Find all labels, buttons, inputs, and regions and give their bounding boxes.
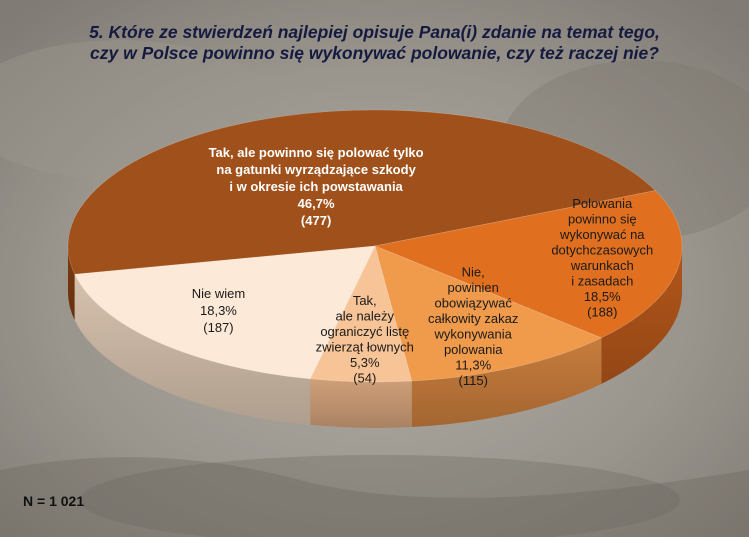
pie-tops: [67, 109, 683, 383]
pie-slice-3: [309, 245, 413, 383]
pie-labels: Tak, ale powinno się polować tylko na gat…: [192, 145, 654, 388]
pie-side-shade-0: [68, 246, 75, 321]
slice-count-0-4: (477): [301, 213, 331, 228]
slice-label-line-2-5: polowania: [444, 342, 503, 357]
chart-title-line-2: czy w Polsce powinno się wykonywać polow…: [90, 43, 659, 63]
slice-label-line-1-1: powinno się: [568, 212, 637, 227]
slice-label-4: Nie wiem 18,3% (187): [192, 286, 245, 335]
slice-label-line-1-2: wykonywać na: [559, 227, 645, 242]
pie-side-shade-1: [601, 246, 682, 384]
slice-count-3-5: (54): [353, 371, 376, 386]
slice-count-2-7: (115): [459, 373, 488, 388]
slice-count-1-7: (188): [587, 305, 617, 320]
slice-label-0: Tak, ale powinno się polować tylko na gat…: [209, 145, 424, 228]
slice-label-line-1-0: Polowania: [572, 196, 633, 211]
pie-slice-2: [374, 245, 603, 382]
slice-percent-1-6: 18,5%: [584, 289, 621, 304]
slice-percent-0-3: 46,7%: [298, 196, 335, 211]
slice-label-line-3-1: ale należy: [335, 309, 394, 324]
slice-percent-2-6: 11,3%: [455, 357, 491, 372]
slice-label-line-3-3: zwierząt łownych: [316, 340, 414, 355]
slice-label-line-2-0: Nie,: [462, 264, 485, 279]
slice-label-line-1-5: i zasadach: [571, 274, 633, 289]
slice-label-line-1-3: dotychczasowych: [551, 243, 653, 258]
slice-label-line-3-2: ograniczyć listę: [320, 324, 409, 339]
slice-label-line-0-2: i w okresie ich powstawania: [229, 179, 403, 194]
pie-side-shade-2: [411, 337, 602, 428]
slice-label-line-2-1: powinien: [448, 280, 499, 295]
slice-count-4-2: (187): [203, 320, 233, 335]
pie-side-shade-4: [74, 274, 311, 425]
slice-label-line-1-4: warunkach: [570, 258, 634, 273]
pie-slice-0: [67, 109, 656, 275]
slice-label-line-2-4: wykonywania: [434, 326, 513, 341]
slice-percent-4-1: 18,3%: [200, 303, 237, 318]
pie-slice-1: [373, 190, 683, 339]
slice-label-line-0-1: na gatunki wyrządzające szkody: [216, 162, 416, 177]
slice-label-line-3-0: Tak,: [353, 293, 377, 308]
chart-title: 5. Które ze stwierdzeń najlepiej opisuje…: [20, 22, 729, 64]
pie-side-shade-3: [310, 378, 412, 428]
slice-label-line-0-0: Tak, ale powinno się polować tylko: [209, 145, 424, 160]
slice-percent-3-4: 5,3%: [350, 355, 380, 370]
sample-size-label: N = 1 021: [23, 493, 85, 509]
chart-title-line-1: 5. Które ze stwierdzeń najlepiej opisuje…: [89, 22, 660, 42]
pie-sides: [68, 246, 682, 428]
slice-label-line-4-0: Nie wiem: [192, 286, 245, 301]
slice-label-line-2-3: całkowity zakaz: [428, 311, 518, 326]
pie-slice-4: [74, 245, 376, 380]
slice-label-line-2-2: obowiązywać: [435, 295, 513, 310]
